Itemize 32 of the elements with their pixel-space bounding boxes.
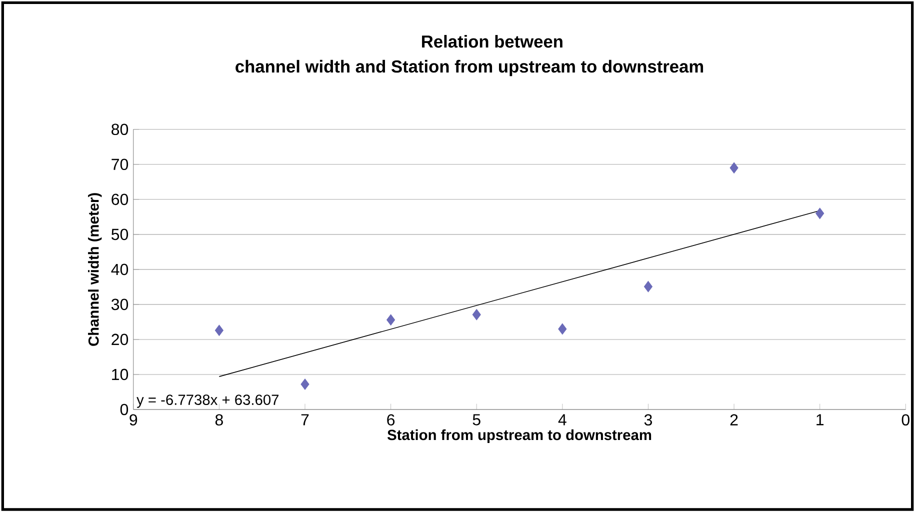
y-tick-label: 80 xyxy=(112,124,128,135)
chart-subtitle: channel width and Station from upstream to downstream xyxy=(236,60,704,76)
x-tick-label: 8 xyxy=(215,414,223,426)
x-tick-label: 7 xyxy=(301,414,309,426)
x-tick-label: 3 xyxy=(644,414,652,426)
y-tick-label: 60 xyxy=(112,194,128,205)
x-tick-label: 4 xyxy=(558,414,566,426)
point xyxy=(644,280,652,292)
point xyxy=(816,208,824,219)
x-axis-title: Station from upstream to downstream xyxy=(387,429,652,443)
point xyxy=(386,314,396,326)
y-tick-label: 40 xyxy=(111,264,128,275)
x-tick-label: 6 xyxy=(387,414,395,426)
x-tick-label: 2 xyxy=(730,414,738,426)
point xyxy=(472,308,481,320)
x-tick-label: 1 xyxy=(816,414,824,426)
y-tick-label: 50 xyxy=(112,228,128,240)
point xyxy=(300,378,310,390)
y-tick-label: 20 xyxy=(112,334,128,346)
y-tick-label: 0 xyxy=(120,404,128,416)
x-tick-label: 0 xyxy=(902,414,910,426)
point xyxy=(730,162,738,174)
y-axis-title: Channel width (meter) xyxy=(88,193,102,346)
point xyxy=(214,324,224,336)
point xyxy=(558,323,567,334)
y-tick-label: 10 xyxy=(112,368,128,380)
y-tick-label: 30 xyxy=(111,298,128,310)
annotation: y = -6.7738x + 63.607 xyxy=(136,394,279,408)
chart-title: Relation between xyxy=(422,34,562,48)
x-tick-label: 5 xyxy=(472,414,480,426)
x-tick-label: 9 xyxy=(130,414,138,426)
y-tick-label: 70 xyxy=(112,158,128,170)
